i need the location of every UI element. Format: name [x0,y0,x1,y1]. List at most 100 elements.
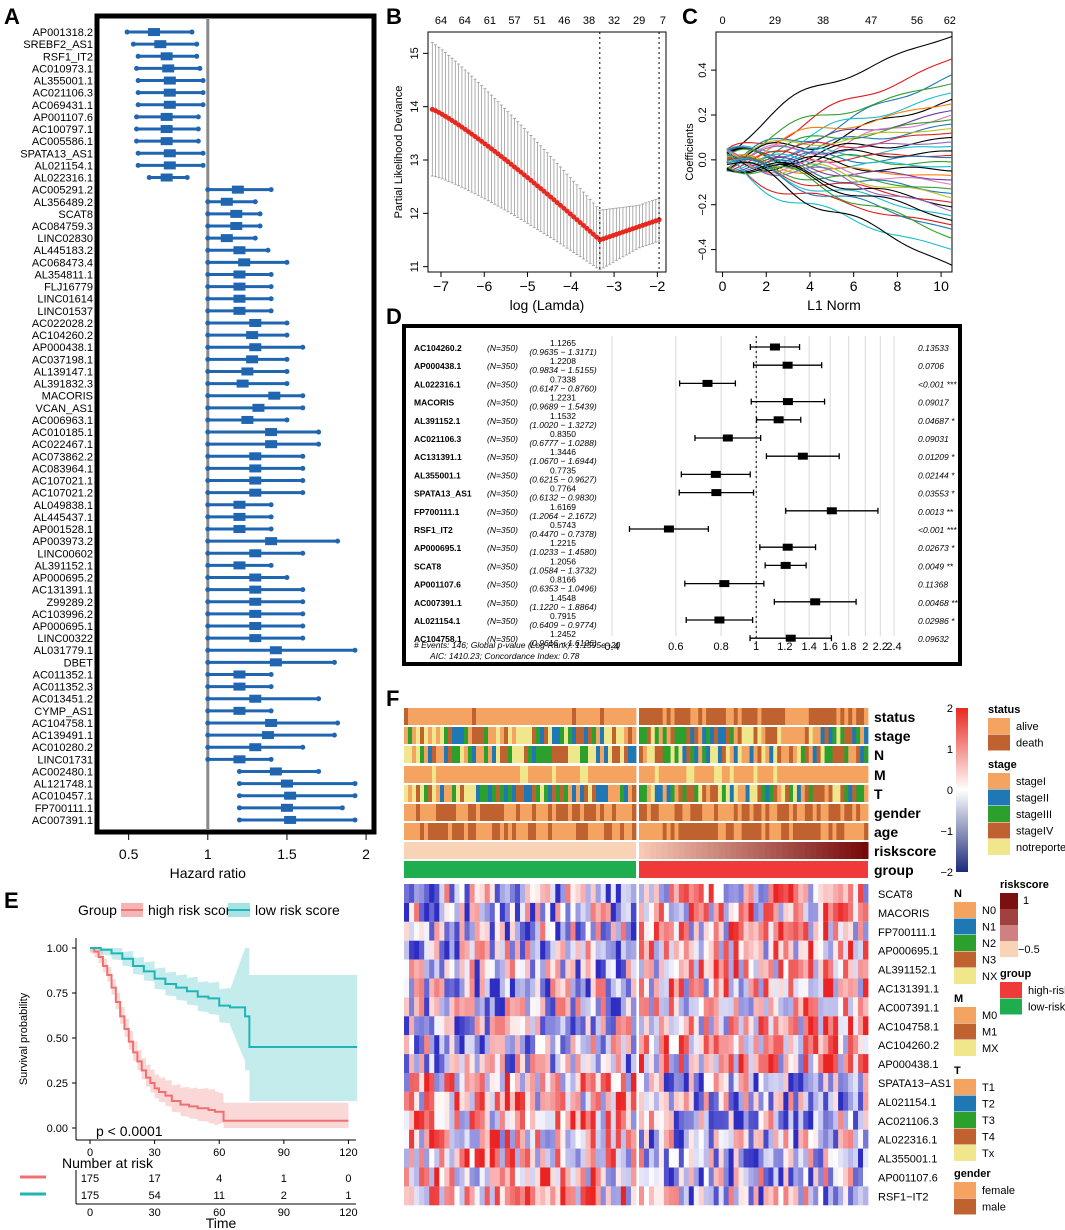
heatmap-annotation-cell [864,746,869,763]
heatmap-cell [858,902,864,922]
heatmap-cell [843,1167,849,1187]
panel-a-ci-high-cap [352,817,358,823]
heatmap-cell [783,1110,789,1130]
heatmap-annotation-cell [812,708,818,725]
heatmap-cell [738,1035,744,1055]
heatmap-annotation-cell [682,766,687,783]
heatmap-annotation-cell [460,785,465,802]
panel-a-hr-box [269,658,282,667]
heatmap-annotation-cell [600,727,605,744]
heatmap-annotation-cell [646,746,652,763]
panel-d-hr-text: 0.8350 [550,429,576,439]
heatmap-cell [469,959,476,979]
heatmap-cell [404,884,410,903]
heatmap-cell [419,997,425,1017]
panel-a-gene-label: AC107021.2 [32,488,93,500]
heatmap-cell [793,959,799,979]
heatmap-cell [494,921,501,941]
panel-a-ci-high-cap [195,138,201,144]
heatmap-cell [663,1186,670,1206]
heatmap-cell [773,1148,779,1168]
heatmap-annotation-cell [428,746,433,763]
heatmap-cell [763,940,769,960]
panel-a-ci-low-cap [134,114,140,120]
heatmap-cell [798,1148,804,1168]
heatmap-cell [713,959,720,979]
heatmap-annotation-cell [789,766,794,783]
heatmap-cell [620,1110,627,1130]
heatmap-cell [520,884,526,903]
panel-a-gene-label: AC022028.2 [32,318,93,330]
heatmap-cell [748,1091,754,1111]
panel-a-ci-low-cap [205,417,211,423]
heatmap-cell [545,1054,551,1073]
heatmap-annotation-cell [540,727,545,744]
heatmap-cell [693,1129,700,1149]
panel-a-hr-box [249,573,262,582]
heatmap-cell [590,959,597,979]
heatmap-annotation-cell [572,785,577,802]
panel-a-hr-box [163,161,176,170]
heatmap-cell [639,940,645,960]
panel-c-top-tick-label: 56 [911,15,923,27]
heatmap-cell [429,1073,435,1092]
panel-a-hr-box [233,682,246,691]
heatmap-cell [630,1091,637,1111]
heatmap-cell [540,959,546,979]
panel-a-hr-box [230,222,243,230]
heatmap-cell [788,997,794,1017]
heatmap-cell [409,1148,415,1168]
heatmap-cell [798,1167,804,1187]
heatmap-cell [728,1035,734,1055]
heatmap-cell [570,1054,576,1073]
heatmap-cell [738,940,744,960]
heatmap-cell [429,1167,435,1187]
heatmap-cell [663,978,670,998]
heatmap-annotation-cell [769,766,774,783]
heatmap-annotation-cell [628,804,633,821]
heatmap-annotation-cell [420,823,425,840]
heatmap-cell [605,1091,612,1111]
heatmap-annotation-cell [769,804,774,821]
panel-d-axis-label: 1.6 [823,641,838,653]
heatmap-cell [409,959,415,979]
heatmap-cell [653,959,660,979]
heatmap-cell [620,997,627,1017]
heatmap-cell [494,884,501,903]
heatmap-cell [838,921,844,941]
heatmap-cell [595,1073,602,1092]
heatmap-annotation-cell [796,727,802,744]
heatmap-annotation-cell [412,746,417,763]
heatmap-cell [838,978,844,998]
heatmap-cell [773,1186,779,1206]
heatmap-cell [530,1035,536,1055]
heatmap-cell [590,921,597,941]
heatmap-cell [658,921,665,941]
heatmap-annotation-cell [516,708,521,725]
heatmap-cell [540,921,546,941]
heatmap-cell [595,940,602,960]
panel-a-gene-label: AL445437.1 [34,512,93,524]
heatmap-legend-title: T [954,1065,961,1077]
heatmap-legend-swatch [988,839,1010,855]
heatmap-cell [504,1110,511,1130]
panel-d-axis-label: 1.2 [777,641,792,653]
heatmap-cell [818,1110,824,1130]
heatmap-cell [429,884,435,903]
heatmap-annotation-cell [848,766,853,783]
heatmap-cell [525,1035,531,1055]
heatmap-cell [520,1035,526,1055]
heatmap-cell [698,1186,705,1206]
heatmap-cell [808,1054,814,1073]
heatmap-annotation-cell [753,766,758,783]
heatmap-cell [595,1091,602,1111]
heatmap-cell [489,1129,496,1149]
heatmap-annotation-cell [408,746,413,763]
heatmap-cell [813,959,819,979]
heatmap-cell [693,1091,700,1111]
panel-e-x-tick-label: 60 [213,1147,225,1159]
heatmap-annotation-cell [512,823,517,840]
heatmap-cell [798,959,804,979]
heatmap-annotation-cell [416,804,421,821]
heatmap-cell [479,1091,486,1111]
